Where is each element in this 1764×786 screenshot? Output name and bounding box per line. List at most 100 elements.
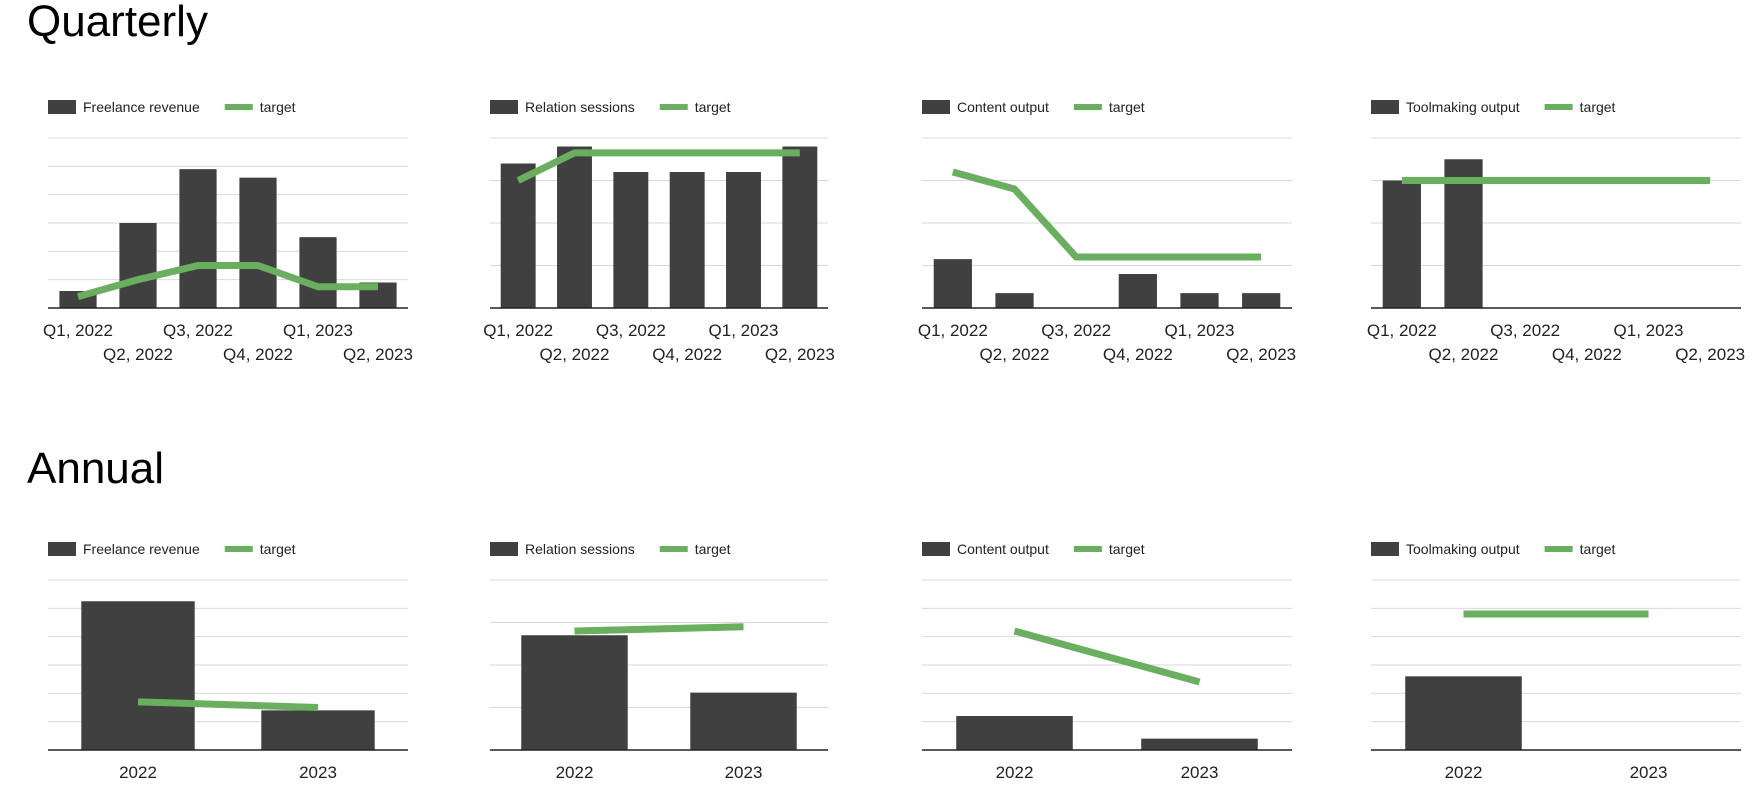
legend-swatch-bar <box>922 100 950 114</box>
legend: Freelance revenue target <box>48 99 296 115</box>
x-tick-label: Q3, 2022 <box>596 321 666 340</box>
legend-label-target: target <box>1109 99 1145 115</box>
bar-q4-2022 <box>1118 274 1157 308</box>
chart-annual-freelance-revenue: Freelance revenue target 2022 2023 <box>48 541 408 782</box>
x-tick-labels: 2022 2023 <box>556 763 763 782</box>
x-tick-label: Q4, 2022 <box>1103 345 1173 364</box>
x-tick-label: Q2, 2022 <box>1429 345 1499 364</box>
legend-swatch-target <box>659 546 688 552</box>
legend-swatch-bar <box>1371 100 1399 114</box>
bar-2023 <box>690 692 797 750</box>
bar-q3-2022 <box>613 172 649 308</box>
x-tick-label: Q1, 2022 <box>1367 321 1437 340</box>
x-tick-label: 2022 <box>119 763 157 782</box>
x-tick-label: 2022 <box>556 763 594 782</box>
legend-label-toolmaking-output: Toolmaking output <box>1406 541 1520 557</box>
target-line <box>77 262 378 301</box>
x-tick-labels: 2022 2023 <box>996 763 1219 782</box>
bar-q2-2022 <box>1444 159 1483 308</box>
x-tick-labels: Q1, 2022 Q2, 2022 Q3, 2022 Q4, 2022 Q1, 2023… <box>43 321 413 364</box>
bar-q2-2022 <box>995 293 1034 308</box>
legend: Relation sessions target <box>490 99 731 115</box>
legend-label-toolmaking-output: Toolmaking output <box>1406 99 1520 115</box>
x-tick-label: Q2, 2023 <box>765 345 835 364</box>
bar-q4-2022 <box>669 172 705 308</box>
legend-swatch-target <box>224 546 253 552</box>
x-tick-label: Q3, 2022 <box>163 321 233 340</box>
legend-swatch-bar <box>490 100 518 114</box>
target-line <box>574 623 744 635</box>
legend-swatch-target <box>1544 546 1573 552</box>
x-tick-label: 2023 <box>1630 763 1668 782</box>
legend-swatch-bar <box>48 100 76 114</box>
x-tick-label: Q4, 2022 <box>652 345 722 364</box>
legend: Relation sessions target <box>490 541 731 557</box>
x-tick-label: 2023 <box>725 763 763 782</box>
section-title-annual: Annual <box>27 444 165 493</box>
legend: Toolmaking output target <box>1371 99 1616 115</box>
bar-q2-2023 <box>782 146 818 308</box>
x-tick-label: Q1, 2022 <box>43 321 113 340</box>
x-tick-label: Q2, 2022 <box>540 345 610 364</box>
legend-label-target: target <box>1580 541 1616 557</box>
legend-label-relation-sessions: Relation sessions <box>525 541 635 557</box>
legend-swatch-target <box>1073 546 1102 552</box>
legend-swatch-bar <box>490 542 518 556</box>
legend: Freelance revenue target <box>48 541 296 557</box>
section-title-quarterly: Quarterly <box>27 0 208 46</box>
x-tick-label: Q2, 2023 <box>1675 345 1745 364</box>
bar-2023 <box>1141 738 1258 750</box>
legend-label-target: target <box>260 99 296 115</box>
bar-2022 <box>1405 676 1522 750</box>
bar-q4-2022 <box>239 177 277 308</box>
bar-q1-2023 <box>726 172 761 308</box>
legend-label-content-output: Content output <box>957 541 1049 557</box>
x-tick-labels: 2022 2023 <box>1445 763 1668 782</box>
bar-q1-2023 <box>299 237 337 308</box>
x-tick-label: Q1, 2023 <box>1614 321 1684 340</box>
x-tick-label: Q1, 2023 <box>283 321 353 340</box>
legend-swatch-target <box>659 104 688 110</box>
legend-label-target: target <box>695 541 731 557</box>
bar-q2-2022 <box>119 223 157 308</box>
legend-swatch-bar <box>48 542 76 556</box>
gridlines <box>1371 137 1741 266</box>
legend: Toolmaking output target <box>1371 541 1616 557</box>
x-tick-label: 2022 <box>996 763 1034 782</box>
legend-swatch-target <box>224 104 253 110</box>
x-tick-labels: Q1, 2022 Q2, 2022 Q3, 2022 Q4, 2022 Q1, 2023… <box>918 321 1296 364</box>
bar-2022 <box>521 635 628 750</box>
bar-q3-2022 <box>179 169 217 308</box>
bar-q1-2023 <box>1180 293 1219 308</box>
x-tick-label: Q3, 2022 <box>1490 321 1560 340</box>
chart-annual-relation-sessions: Relation sessions target 2022 2023 <box>490 541 828 782</box>
gridlines <box>922 137 1292 266</box>
legend-swatch-bar <box>922 542 950 556</box>
legend-label-freelance-revenue: Freelance revenue <box>83 99 200 115</box>
bar-q1-2022 <box>500 163 536 308</box>
target-line <box>951 168 1262 261</box>
legend-label-target: target <box>695 99 731 115</box>
bar-2022 <box>81 601 195 750</box>
gridlines <box>922 579 1292 723</box>
x-tick-label: Q1, 2022 <box>918 321 988 340</box>
legend-swatch-bar <box>1371 542 1399 556</box>
x-tick-label: Q4, 2022 <box>1552 345 1622 364</box>
target-line <box>1013 627 1201 686</box>
x-tick-label: Q1, 2023 <box>1165 321 1235 340</box>
x-tick-label: Q1, 2022 <box>483 321 553 340</box>
x-tick-labels: Q1, 2022 Q2, 2022 Q3, 2022 Q4, 2022 Q1, 2023… <box>1367 321 1745 364</box>
x-tick-label: Q3, 2022 <box>1041 321 1111 340</box>
legend: Content output target <box>922 99 1145 115</box>
bar-q2-2022 <box>557 146 592 308</box>
legend-label-content-output: Content output <box>957 99 1049 115</box>
bar-q1-2022 <box>1382 180 1421 308</box>
legend-label-target: target <box>1580 99 1616 115</box>
bar-2023 <box>261 710 375 750</box>
chart-quarterly-relation-sessions: Relation sessions target Q1, 2022 Q2, 2022 Q… <box>483 99 835 364</box>
x-tick-label: Q2, 2023 <box>343 345 413 364</box>
legend: Content output target <box>922 541 1145 557</box>
x-tick-labels: 2022 2023 <box>119 763 337 782</box>
